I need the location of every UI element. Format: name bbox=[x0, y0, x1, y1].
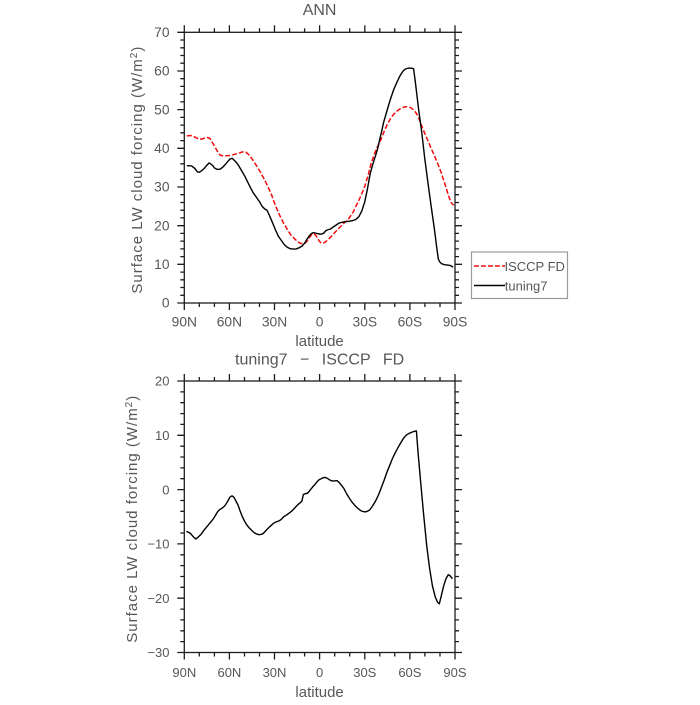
svg-text:0: 0 bbox=[162, 296, 170, 311]
svg-text:ISCCP FD: ISCCP FD bbox=[505, 259, 565, 274]
svg-text:90S: 90S bbox=[443, 665, 466, 680]
svg-text:30S: 30S bbox=[353, 665, 376, 680]
svg-text:90S: 90S bbox=[443, 315, 468, 330]
svg-text:latitude: latitude bbox=[295, 684, 343, 700]
svg-text:Surface LW cloud forcing (W/m2: Surface LW cloud forcing (W/m2) bbox=[129, 46, 146, 294]
svg-text:0: 0 bbox=[162, 482, 169, 497]
svg-text:60N: 60N bbox=[217, 315, 242, 330]
svg-text:0: 0 bbox=[316, 665, 323, 680]
svg-text:90N: 90N bbox=[172, 315, 197, 330]
svg-text:tuning7: tuning7 bbox=[505, 278, 548, 293]
svg-text:30N: 30N bbox=[263, 665, 287, 680]
svg-text:Surface LW cloud forcing (W/m2: Surface LW cloud forcing (W/m2) bbox=[124, 395, 141, 643]
svg-text:20: 20 bbox=[155, 374, 169, 389]
svg-text:40: 40 bbox=[154, 141, 170, 156]
svg-text:latitude: latitude bbox=[295, 333, 343, 350]
svg-text:ANN: ANN bbox=[303, 2, 337, 19]
svg-text:60: 60 bbox=[154, 64, 170, 79]
svg-text:−10: −10 bbox=[147, 537, 169, 552]
svg-text:30: 30 bbox=[154, 180, 170, 195]
svg-text:10: 10 bbox=[154, 257, 170, 272]
svg-text:50: 50 bbox=[154, 102, 170, 117]
svg-text:−20: −20 bbox=[147, 591, 169, 606]
svg-text:10: 10 bbox=[155, 428, 169, 443]
svg-text:30S: 30S bbox=[353, 315, 378, 330]
svg-text:30N: 30N bbox=[262, 315, 287, 330]
svg-text:70: 70 bbox=[154, 25, 170, 40]
svg-text:90N: 90N bbox=[172, 665, 196, 680]
svg-text:60S: 60S bbox=[398, 665, 421, 680]
svg-text:60N: 60N bbox=[217, 665, 241, 680]
svg-text:0: 0 bbox=[316, 315, 324, 330]
svg-text:tuning7 − ISCCP FD: tuning7 − ISCCP FD bbox=[235, 352, 404, 369]
svg-text:20: 20 bbox=[154, 218, 170, 233]
svg-text:60S: 60S bbox=[398, 315, 423, 330]
svg-text:−30: −30 bbox=[147, 645, 169, 660]
